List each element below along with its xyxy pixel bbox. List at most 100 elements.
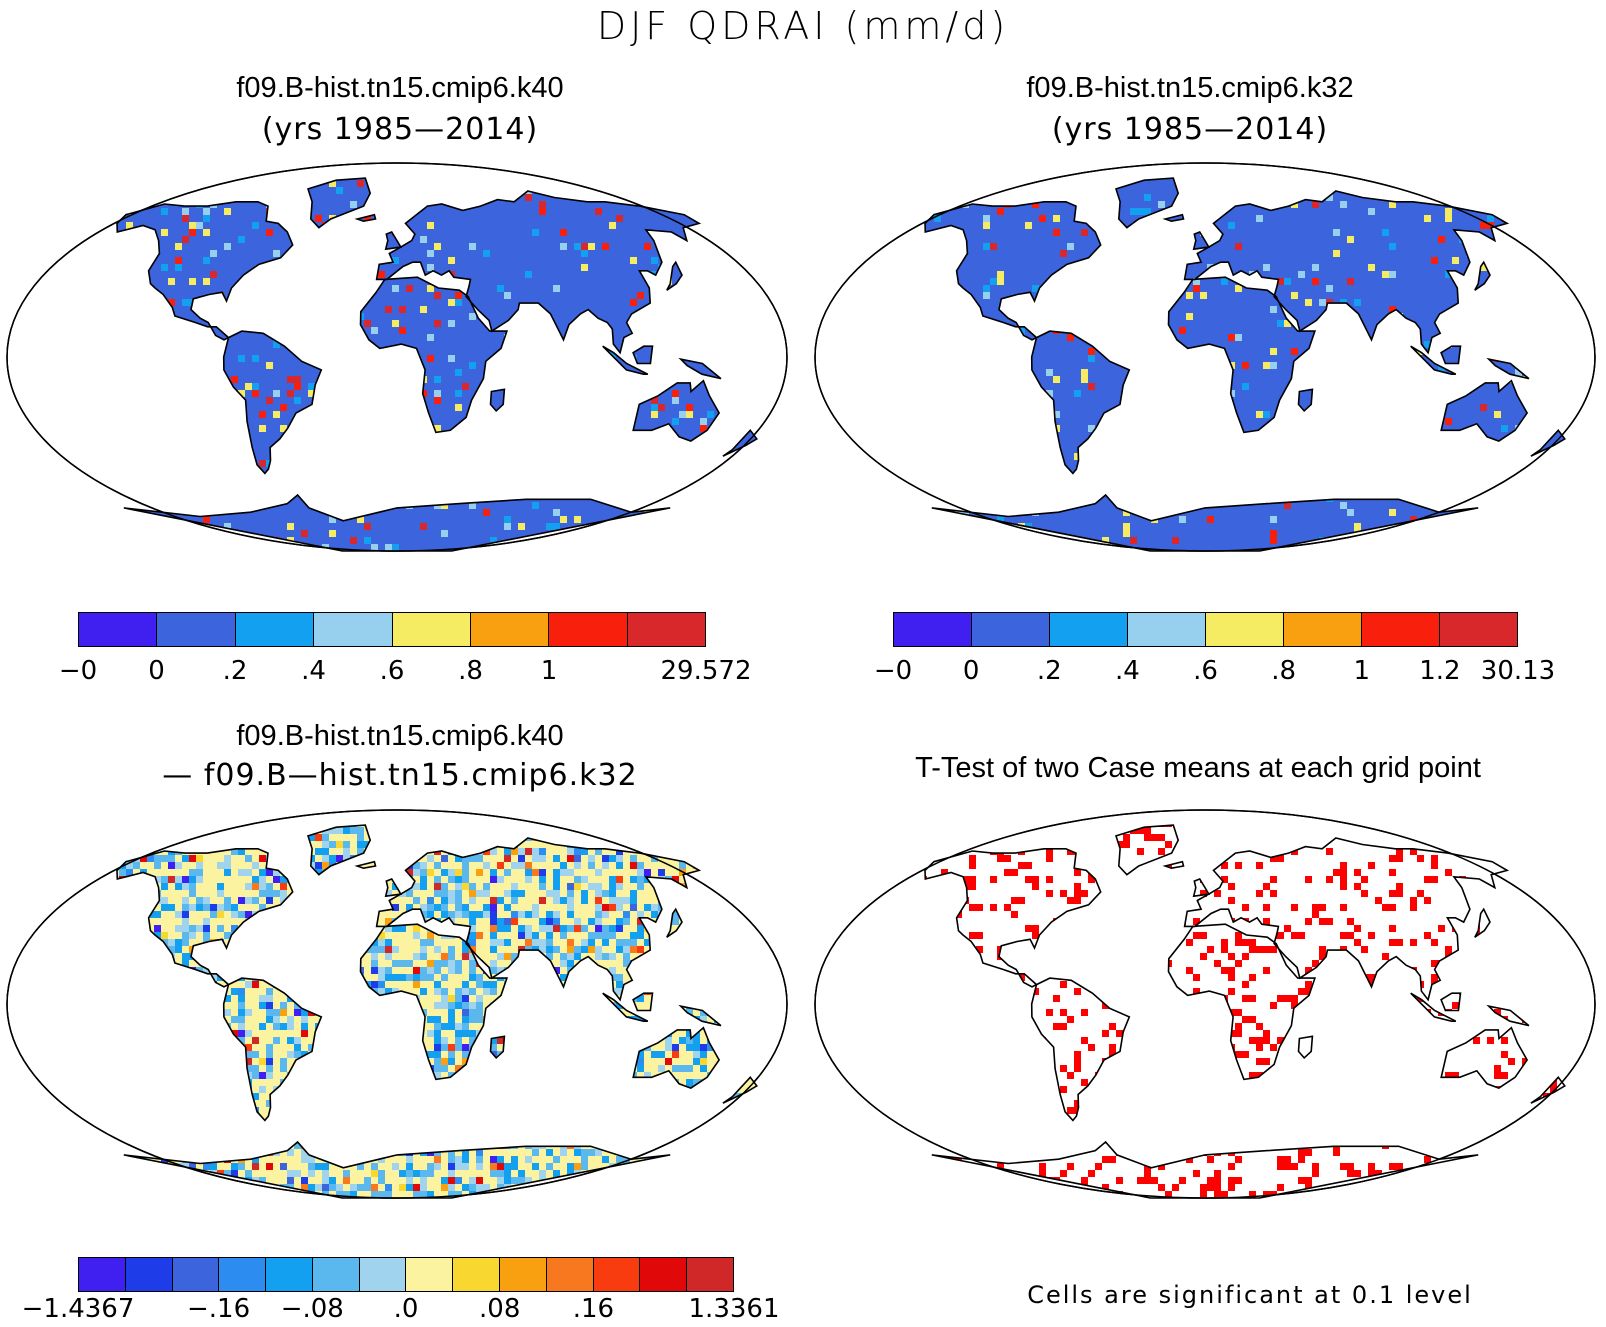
colorbar-tick-label: 0 (148, 656, 165, 686)
coastline-australia (1440, 379, 1529, 442)
coastline-borneo (632, 345, 654, 365)
colorbar-swatch (686, 1258, 733, 1291)
coastline-greenland (1114, 824, 1180, 876)
map-panel-1 (6, 162, 788, 552)
colorbar-swatch (1049, 613, 1127, 646)
coastline-indonesia (602, 992, 649, 1022)
colorbar-tick-label: .6 (379, 656, 405, 686)
colorbar-labels-panel-1: −0 0 .2 .4 .6 .8 1 29.572 (59, 656, 752, 690)
coastline-borneo (1440, 345, 1462, 365)
colorbar-tick-label: 1 (1353, 656, 1371, 686)
colorbar-swatch (971, 613, 1049, 646)
coastline-eurasia (375, 190, 702, 355)
panel-1-title: f09.B-hist.tn15.cmip6.k40 (236, 72, 564, 104)
panel-1-subtitle: (yrs 1985—2014) (261, 112, 539, 147)
coastline-japan (666, 260, 683, 291)
coastline-japan (1474, 260, 1491, 291)
land-eurasia (1184, 191, 1508, 353)
coastline-eurasia (375, 837, 702, 1002)
colorbar-swatch (156, 613, 235, 646)
coastline-greenland (1114, 177, 1180, 229)
colorbar-tick-label: .16 (572, 1294, 615, 1324)
land-british-isles (1193, 232, 1209, 250)
colorbar-tick-label: −.16 (186, 1294, 251, 1324)
coastline-madagascar (1297, 1035, 1314, 1060)
coastline-antarctica (931, 1140, 1479, 1199)
coastline-new-guinea (1486, 1004, 1530, 1027)
coastline-indonesia (1410, 992, 1457, 1022)
panel-2-subtitle: (yrs 1985—2014) (1051, 112, 1329, 147)
coastline-borneo (1440, 992, 1462, 1012)
coastline-antarctica (123, 1140, 671, 1199)
land-british-isles (385, 232, 401, 250)
panel-4-title: T-Test of two Case means at each grid po… (915, 752, 1481, 784)
coastline-japan (1474, 907, 1491, 938)
colorbar-swatch (1439, 613, 1517, 646)
coastline-borneo (632, 992, 654, 1012)
land-new-zealand (722, 1077, 757, 1104)
coastline-new-zealand (1530, 1076, 1566, 1104)
main-title: DJF QDRAI (mm/d) (596, 4, 1010, 48)
colorbar-swatch (548, 613, 627, 646)
coastline-new-guinea (678, 1004, 722, 1027)
panel-3-subtitle: — f09.B—hist.tn15.cmip6.k32 (162, 758, 638, 793)
colorbar-tick-label: .8 (458, 656, 483, 686)
colorbar-panel-1 (78, 612, 706, 647)
coastline-british-isles (384, 878, 403, 898)
coastline-japan (666, 907, 683, 938)
coastline-indonesia (602, 345, 649, 375)
coastline-iceland (354, 213, 377, 223)
colorbar-swatch (265, 1258, 312, 1291)
coastline-south-america (222, 330, 323, 475)
colorbar-swatch (469, 613, 549, 646)
coastline-south-america (1030, 977, 1131, 1122)
colorbar-tick-label: .6 (1193, 656, 1218, 686)
coastline-iceland (1162, 213, 1185, 223)
coastline-indonesia (1410, 345, 1457, 375)
colorbar-swatch (639, 1258, 687, 1291)
colorbar-swatch (358, 1258, 406, 1291)
colorbar-tick-label: .4 (1114, 656, 1140, 686)
coastline-british-isles (1192, 231, 1211, 251)
colorbar-swatch (79, 613, 157, 646)
significance-footnote: Cells are significant at 0.1 level (1027, 1281, 1473, 1309)
land-north-america (117, 201, 293, 340)
land-antarctica (931, 1142, 1479, 1198)
colorbar-swatch (545, 1258, 593, 1291)
colorbar-swatch (1361, 613, 1439, 646)
colorbar-tick-label: .2 (1036, 656, 1062, 686)
colorbar-tick-label: −1.4367 (21, 1294, 135, 1324)
coastline-africa (359, 923, 509, 1081)
colorbar-swatch (499, 1258, 546, 1291)
colorbar-swatch (1283, 613, 1361, 646)
colorbar-tick-label: 29.572 (660, 656, 752, 686)
coastline-iceland (1162, 860, 1185, 870)
map-panel-2 (814, 162, 1596, 552)
coastline-new-guinea (678, 357, 722, 380)
land-africa (1168, 277, 1315, 433)
colorbar-swatch (452, 1258, 500, 1291)
colorbar-tick-label: .08 (479, 1294, 521, 1324)
colorbar-tick-label: 1.2 (1419, 656, 1461, 686)
land-south-america (1031, 978, 1130, 1121)
coastline-south-america (1030, 330, 1131, 475)
land-north-america (925, 201, 1101, 340)
coastline-australia (632, 379, 721, 442)
colorbar-panel-2 (893, 612, 1518, 647)
colorbar-tick-label: −.08 (280, 1294, 344, 1324)
colorbar-tick-label: .0 (393, 1294, 419, 1324)
land-greenland (1116, 178, 1179, 228)
panel-2-title: f09.B-hist.tn15.cmip6.k32 (1026, 72, 1354, 104)
colorbar-panel-3 (78, 1257, 734, 1292)
coastline-north-america (116, 848, 294, 988)
coastline-eurasia (1183, 190, 1510, 355)
colorbar-swatch (124, 1258, 172, 1291)
colorbar-tick-label: 1.3361 (688, 1294, 780, 1324)
colorbar-tick-label: −0 (58, 656, 98, 686)
colorbar-swatch (1127, 613, 1205, 646)
colorbar-tick-label: 0 (962, 656, 980, 686)
globe-border (814, 162, 1596, 552)
land-new-zealand (1530, 430, 1565, 457)
colorbar-labels-panel-3: −1.4367 −.16 −.08 .0 .08 .16 1.3361 (22, 1294, 780, 1327)
land-south-america (1031, 331, 1130, 474)
